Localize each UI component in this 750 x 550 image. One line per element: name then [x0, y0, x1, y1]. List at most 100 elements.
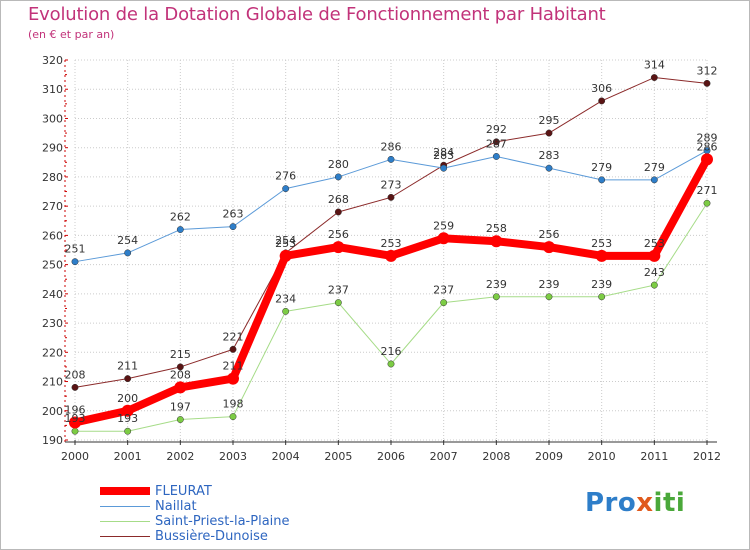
data-label-fleurat: 259	[433, 219, 454, 232]
legend-item-fleurat: FLEURAT	[100, 484, 360, 499]
data-point-fleurat	[595, 249, 608, 262]
data-point-saint-priest-la-plaine	[282, 307, 290, 315]
label-layer: 208 211 215 221 254 268 273 284 292 295 306 314 312 2…	[65, 59, 718, 426]
legend-item-naillat: Naillat	[100, 499, 360, 514]
data-label-saint-priest-la-plaine: 271	[697, 184, 718, 197]
legend-label: Bussière-Dunoise	[155, 529, 268, 544]
data-label-fleurat: 253	[644, 237, 665, 250]
data-label-bussi-re-dunoise: 306	[591, 82, 612, 95]
x-tick-label: 2009	[535, 450, 563, 463]
data-label-fleurat: 256	[328, 228, 349, 241]
data-point-fleurat	[69, 416, 81, 429]
x-tick-label: 2001	[114, 450, 142, 463]
data-point-fleurat	[543, 241, 555, 254]
data-label-fleurat: 253	[381, 237, 402, 250]
y-tick-label: 260	[42, 229, 63, 242]
data-label-saint-priest-la-plaine: 234	[275, 292, 296, 305]
data-point-fleurat	[437, 232, 450, 245]
data-point-saint-priest-la-plaine	[440, 299, 448, 307]
data-label-fleurat: 208	[170, 368, 191, 381]
y-tick-label: 210	[42, 376, 63, 389]
data-point-naillat	[176, 226, 184, 233]
data-point-saint-priest-la-plaine	[598, 293, 606, 301]
data-point-bussi-re-dunoise	[229, 345, 237, 353]
line-chart: 190 200 210 220 230 240 250 260 270 280 290 300 310 3…	[42, 54, 721, 463]
y-tick-label: 300	[42, 112, 63, 125]
data-point-naillat	[387, 155, 395, 163]
data-label-naillat: 276	[275, 170, 296, 183]
data-point-fleurat	[332, 241, 345, 254]
data-point-naillat	[282, 185, 290, 193]
data-label-naillat: 283	[433, 149, 454, 162]
y-tick-label: 220	[42, 346, 63, 359]
data-label-saint-priest-la-plaine: 193	[117, 412, 138, 425]
data-point-bussi-re-dunoise	[545, 129, 553, 137]
data-label-saint-priest-la-plaine: 239	[539, 278, 560, 291]
data-label-saint-priest-la-plaine: 197	[170, 401, 191, 414]
legend: FLEURAT Naillat Saint-Priest-la-Plaine Buss…	[100, 484, 360, 544]
x-tick-label: 2000	[61, 450, 89, 463]
data-point-fleurat	[227, 372, 239, 385]
data-point-fleurat	[121, 404, 134, 417]
x-tick-label: 2010	[588, 450, 616, 463]
data-label-naillat: 286	[381, 140, 402, 153]
data-label-bussi-re-dunoise: 312	[697, 64, 718, 77]
data-point-fleurat	[385, 249, 397, 262]
data-label-fleurat: 211	[223, 360, 244, 373]
y-tick-label: 320	[42, 54, 63, 67]
data-label-naillat: 279	[644, 161, 665, 174]
legend-label: Saint-Priest-la-Plaine	[155, 514, 290, 529]
data-label-naillat: 263	[223, 208, 244, 221]
data-point-saint-priest-la-plaine	[545, 293, 553, 301]
data-point-bussi-re-dunoise	[703, 79, 711, 87]
data-label-fleurat: 253	[591, 237, 612, 250]
y-tick-label: 190	[42, 434, 63, 447]
data-label-naillat: 289	[697, 132, 718, 145]
data-label-fleurat: 286	[697, 140, 718, 153]
data-point-naillat	[492, 153, 500, 160]
data-label-naillat: 279	[591, 161, 612, 174]
axis-layer: 190 200 210 220 230 240 250 260 270 280 290 300 310 3…	[42, 54, 721, 463]
data-point-bussi-re-dunoise	[176, 363, 184, 371]
data-label-fleurat: 200	[117, 392, 138, 405]
data-label-saint-priest-la-plaine: 198	[223, 398, 244, 411]
data-point-fleurat	[648, 249, 661, 262]
data-point-naillat	[229, 223, 237, 231]
y-tick-label: 290	[42, 142, 63, 155]
legend-swatch	[100, 506, 150, 507]
data-label-bussi-re-dunoise: 314	[644, 59, 665, 72]
data-point-bussi-re-dunoise	[492, 138, 500, 146]
data-label-fleurat: 256	[539, 228, 560, 241]
x-tick-label: 2011	[640, 450, 668, 463]
x-tick-label: 2003	[219, 450, 247, 463]
data-point-bussi-re-dunoise	[334, 208, 342, 216]
data-label-naillat: 280	[328, 158, 349, 171]
legend-item-saint-priest-la-plaine: Saint-Priest-la-Plaine	[100, 514, 360, 529]
series-line-bussi-re-dunoise	[74, 77, 708, 388]
y-tick-label: 250	[42, 259, 63, 272]
legend-swatch	[100, 487, 150, 495]
data-label-naillat: 287	[486, 137, 507, 150]
data-point-saint-priest-la-plaine	[124, 427, 132, 435]
data-label-naillat: 251	[65, 243, 86, 256]
chart-title: Evolution de la Dotation Globale de Fonc…	[28, 4, 606, 25]
x-tick-label: 2004	[272, 450, 300, 463]
x-tick-label: 2012	[693, 450, 721, 463]
data-label-fleurat: 196	[65, 403, 86, 416]
x-tick-label: 2005	[324, 450, 352, 463]
data-point-naillat	[598, 176, 606, 184]
grid-layer	[74, 59, 708, 441]
data-label-bussi-re-dunoise: 292	[486, 123, 507, 136]
data-point-saint-priest-la-plaine	[703, 199, 711, 207]
data-point-saint-priest-la-plaine	[229, 413, 237, 421]
data-point-naillat	[71, 258, 79, 266]
legend-label: FLEURAT	[155, 484, 212, 499]
data-label-fleurat: 253	[275, 237, 296, 250]
data-point-saint-priest-la-plaine	[387, 360, 395, 368]
data-label-bussi-re-dunoise: 273	[381, 178, 402, 191]
data-label-bussi-re-dunoise: 284	[433, 146, 454, 159]
data-point-saint-priest-la-plaine	[650, 281, 658, 289]
data-label-bussi-re-dunoise: 268	[328, 193, 349, 206]
data-label-saint-priest-la-plaine: 216	[381, 345, 402, 358]
